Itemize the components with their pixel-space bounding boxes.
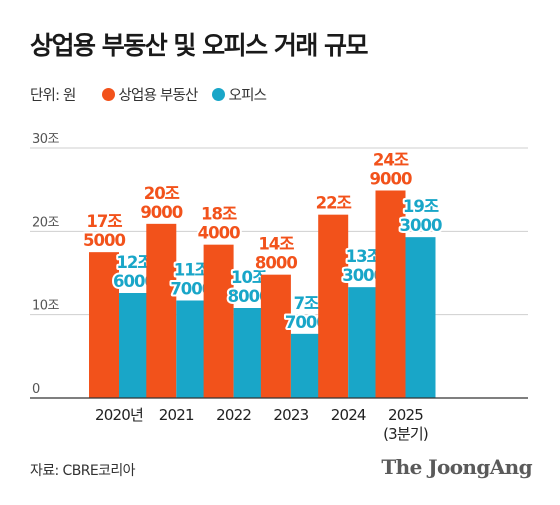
data-label-office: 11조 (174, 261, 210, 280)
y-tick-label: 30조 (32, 132, 60, 147)
legend-label-office: 오피스 (228, 88, 267, 104)
legend-swatch-commercial (101, 88, 115, 101)
bar-office (233, 308, 264, 398)
bar-commercial (375, 190, 406, 398)
data-label-commercial: 18조 (201, 205, 237, 224)
data-label-commercial: 4000 (198, 224, 240, 243)
y-tick-label: 0 (32, 382, 40, 397)
data-label-commercial: 5000 (83, 231, 125, 250)
x-tick-label: 2023 (273, 406, 308, 424)
data-label-commercial: 8000 (255, 254, 297, 273)
x-tick-label: (3분기) (383, 425, 428, 443)
chart-title: 상업용 부동산 및 오피스 거래 규모 (30, 31, 369, 60)
data-label-commercial: 20조 (144, 184, 180, 203)
unit-label: 단위: 원 (30, 88, 76, 104)
x-tick-label: 2020년 (95, 406, 143, 424)
data-label-office: 10조 (231, 268, 267, 287)
x-tick-label: 2024 (331, 406, 366, 424)
data-label-commercial: 24조 (373, 151, 409, 170)
data-label-office: 7조 (294, 294, 319, 313)
legend-item-commercial: 상업용 부동산 (101, 84, 199, 105)
legend-item-office: 오피스 (211, 84, 267, 105)
bar-office (348, 287, 379, 398)
data-label-commercial: 9000 (370, 170, 412, 189)
bar-office (290, 333, 321, 398)
y-tick-label: 10조 (32, 299, 60, 314)
bar-commercial (89, 252, 119, 398)
bar-commercial (260, 274, 291, 398)
bar-office (176, 300, 207, 398)
brand-logo: The JoongAng (381, 455, 532, 479)
legend: 단위: 원 상업용 부동산 오피스 (30, 84, 280, 105)
bar-commercial (146, 223, 177, 398)
data-label-office: 12조 (116, 253, 152, 272)
data-label-office: 13조 (346, 247, 382, 266)
legend-swatch-office (211, 88, 225, 101)
y-tick-label: 20조 (32, 215, 60, 230)
data-label-commercial: 9000 (140, 203, 182, 222)
source-note: 자료: CBRE코리아 (30, 463, 136, 479)
bar-commercial (318, 214, 349, 398)
data-label-office: 19조 (403, 197, 439, 216)
legend-label-commercial: 상업용 부동산 (118, 88, 199, 104)
data-label-commercial: 14조 (258, 235, 294, 254)
x-tick-label: 2022 (216, 406, 251, 424)
data-label-commercial: 17조 (86, 212, 122, 231)
data-label-commercial: 22조 (316, 194, 352, 213)
x-tick-label: 2021 (159, 406, 194, 424)
bar-office (119, 293, 149, 398)
x-tick-label: 2025 (388, 406, 423, 424)
data-label-office: 3000 (400, 216, 442, 235)
bar-office (405, 237, 436, 398)
bar-commercial (203, 244, 234, 398)
